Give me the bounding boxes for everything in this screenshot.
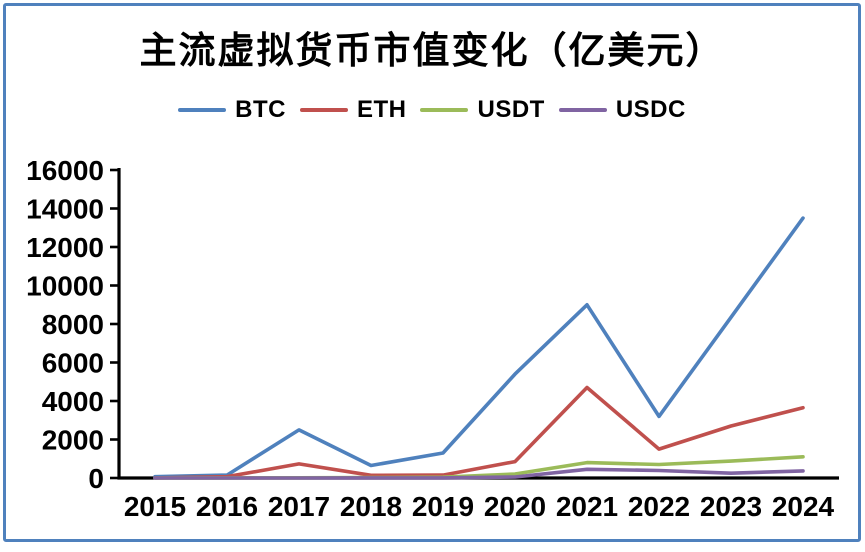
y-axis-label: 0 — [88, 463, 104, 494]
line-chart: 0 2000 4000 6000 8000 10000 12000 14000 16000 201… — [6, 6, 865, 552]
x-axis-label: 2019 — [412, 491, 474, 522]
eth-line — [155, 388, 803, 478]
y-axis-label: 16000 — [26, 155, 104, 186]
y-axis-label: 14000 — [26, 194, 104, 225]
x-axis-label: 2021 — [556, 491, 618, 522]
x-axis-label: 2023 — [700, 491, 762, 522]
y-axis-label: 8000 — [42, 309, 104, 340]
y-axis-label: 6000 — [42, 348, 104, 379]
y-axis-label: 2000 — [42, 425, 104, 456]
x-axis-label: 2015 — [124, 491, 186, 522]
x-axis-label: 2018 — [340, 491, 402, 522]
x-axis-label: 2024 — [772, 491, 835, 522]
x-axis-label: 2020 — [484, 491, 546, 522]
y-axis-label: 10000 — [26, 271, 104, 302]
y-axis-label: 4000 — [42, 386, 104, 417]
x-axis-label: 2022 — [628, 491, 690, 522]
x-axis-label: 2016 — [196, 491, 258, 522]
btc-line — [155, 218, 803, 477]
axis-lines — [119, 168, 839, 478]
y-axis-label: 12000 — [26, 232, 104, 263]
x-axis-label: 2017 — [268, 491, 330, 522]
